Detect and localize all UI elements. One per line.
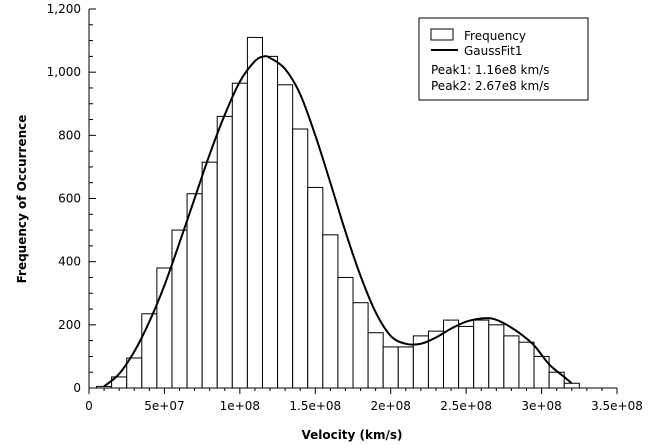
histogram-bar (246, 36, 263, 389)
y-tick-label: 600 (58, 192, 81, 206)
histogram-bar (397, 346, 414, 389)
y-tick-label: 200 (58, 318, 81, 332)
histogram-bar (171, 229, 188, 389)
x-tick-label: 2e+08 (371, 399, 411, 413)
histogram-bar (337, 276, 354, 389)
legend-label-frequency: Frequency (464, 29, 526, 43)
legend: Frequency GaussFit1 Peak1: 1.16e8 km/s P… (418, 17, 589, 101)
histogram-bar (292, 128, 309, 389)
y-tick-label: 800 (58, 128, 81, 142)
histogram-bar (261, 55, 279, 389)
histogram-bar (473, 319, 490, 389)
histogram-bar (126, 357, 143, 389)
x-tick-label: 5e+07 (144, 399, 184, 413)
histogram-bar (563, 382, 580, 389)
x-tick-label: 3.5e+08 (591, 399, 643, 413)
y-tick-label: 0 (73, 381, 81, 395)
x-tick-label: 2.5e+08 (440, 399, 492, 413)
histogram-bar (367, 332, 384, 389)
x-tick-label: 0 (85, 399, 93, 413)
legend-annotation-peak1: Peak1: 1.16e8 km/s (431, 63, 549, 77)
histogram-bar (186, 193, 203, 389)
x-tick-label: 1e+08 (220, 399, 260, 413)
histogram-bar (277, 84, 294, 389)
legend-swatch-frequency (430, 28, 454, 41)
histogram-bar (231, 82, 248, 389)
histogram-bar (518, 341, 535, 389)
y-axis-title: Frequency of Occurrence (15, 115, 29, 284)
x-axis-title: Velocity (km/s) (301, 428, 402, 442)
histogram-bar (216, 115, 233, 389)
y-tick-label: 1,000 (47, 65, 81, 79)
histogram-bar (322, 234, 339, 389)
histogram-bar (201, 161, 218, 389)
histogram-bar (458, 325, 475, 389)
gauss-fit-layer (103, 55, 573, 388)
x-tick-label: 3e+08 (521, 399, 561, 413)
histogram-bar (488, 324, 505, 389)
gauss-fit-line (103, 55, 573, 388)
histogram-bar (443, 319, 460, 389)
x-axis-ticks: 0 5e+07 1e+08 1.5e+08 2e+08 2.5e+08 3e+08 3.5e+… (85, 388, 643, 413)
histogram-bar (141, 313, 158, 389)
y-axis-ticks: 0 200 400 600 800 1,000 1,200 (47, 2, 96, 395)
x-tick-label: 1.5e+08 (289, 399, 341, 413)
legend-annotation-peak2: Peak2: 2.67e8 km/s (431, 79, 549, 93)
histogram-bar (382, 346, 399, 389)
histogram-bar (307, 186, 324, 389)
histogram-bar (503, 335, 520, 389)
legend-label-gaussfit: GaussFit1 (464, 44, 522, 58)
y-tick-label: 400 (58, 255, 81, 269)
y-tick-label: 1,200 (47, 2, 81, 16)
histogram-bar (352, 302, 369, 389)
histogram-bars (96, 36, 580, 389)
